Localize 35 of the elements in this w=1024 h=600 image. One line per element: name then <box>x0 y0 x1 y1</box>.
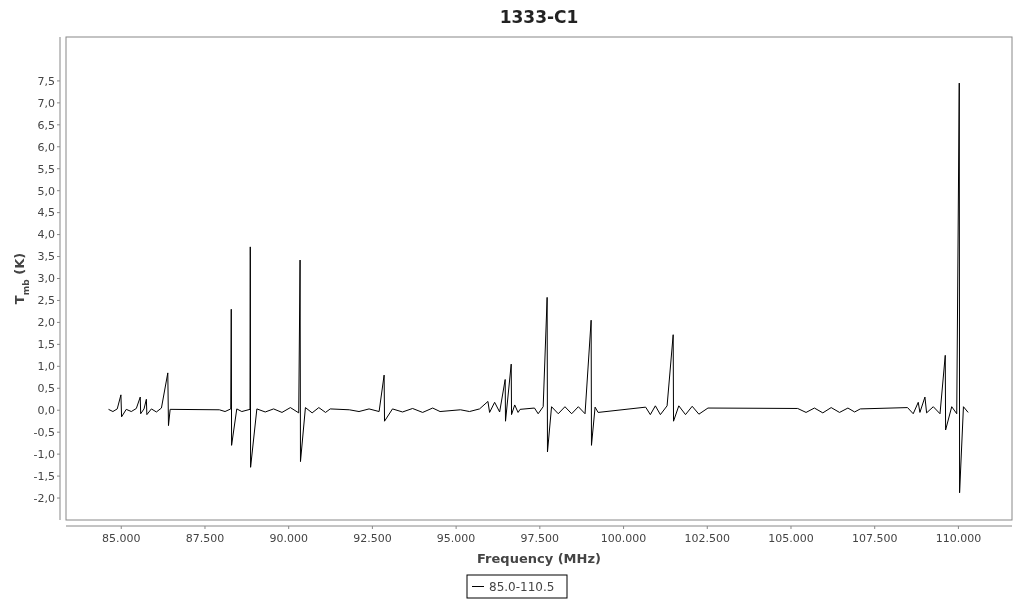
y-tick-label: -1,5 <box>33 469 55 483</box>
y-tick-label: 7,0 <box>37 96 55 110</box>
x-tick-label: 105.000 <box>768 532 814 545</box>
y-tick-label: 0,5 <box>37 382 55 396</box>
y-tick-label: 2,5 <box>37 294 55 308</box>
y-tick-label: 3,5 <box>37 250 55 264</box>
y-tick-label: 0,0 <box>37 404 55 418</box>
x-tick-label: 100.000 <box>600 532 647 545</box>
y-tick-label: -0,5 <box>33 426 55 440</box>
y-tick-label: 4,5 <box>37 206 55 220</box>
line-series <box>108 82 969 494</box>
y-tick-label: 5,5 <box>37 162 55 176</box>
x-tick-label: 107.500 <box>851 532 898 545</box>
y-tick-label: -2,0 <box>33 491 55 505</box>
chart-title: 1333-C1 <box>499 7 579 27</box>
y-tick-label: -1,0 <box>33 447 55 461</box>
y-tick-label: 1,0 <box>37 360 55 374</box>
x-tick-label: 85.000 <box>102 532 141 545</box>
legend-label: 85.0-110.5 <box>489 579 555 594</box>
x-tick-label: 102.500 <box>684 532 731 545</box>
x-tick-label: 92.500 <box>353 532 392 545</box>
x-tick-label: 110.000 <box>935 532 982 545</box>
y-tick-label: 6,0 <box>37 140 55 154</box>
x-tick-label: 95.000 <box>436 532 476 545</box>
x-axis-title: Frequency (MHz) <box>477 551 601 566</box>
x-tick-label: 90.000 <box>269 532 308 545</box>
x-tick-label: 87.500 <box>185 532 225 545</box>
x-tick-label: 97.500 <box>520 532 560 545</box>
y-tick-label: 7,5 <box>37 74 55 88</box>
y-tick-label: 1,5 <box>37 338 55 352</box>
y-tick-label: 6,5 <box>37 118 55 132</box>
y-tick-label: 2,0 <box>37 316 55 330</box>
y-tick-label: 5,0 <box>37 184 55 198</box>
y-tick-label: 3,0 <box>37 272 55 286</box>
y-tick-label: 4,0 <box>37 228 55 242</box>
